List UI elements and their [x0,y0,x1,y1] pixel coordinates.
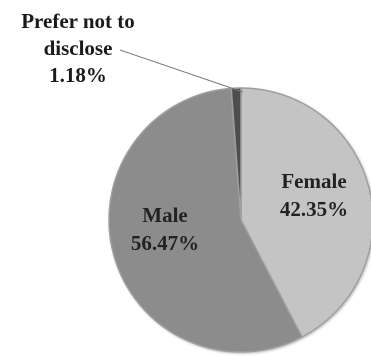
female-slice [240,87,371,339]
male-label: Male [142,203,187,227]
pie-slices [108,87,371,353]
male-slice [108,87,304,353]
prefer-not-to-disclose-leader-line [119,49,244,93]
prefer-not-to-disclose-label-line2: disclose [44,36,113,60]
female-value-label: 42.35% [280,197,348,221]
female-label: Female [281,169,346,193]
prefer-not-to-disclose-label-line1: Prefer not to [21,9,135,33]
prefer-not-to-disclose-value-label: 1.18% [49,63,107,87]
male-value-label: 56.47% [131,231,199,255]
